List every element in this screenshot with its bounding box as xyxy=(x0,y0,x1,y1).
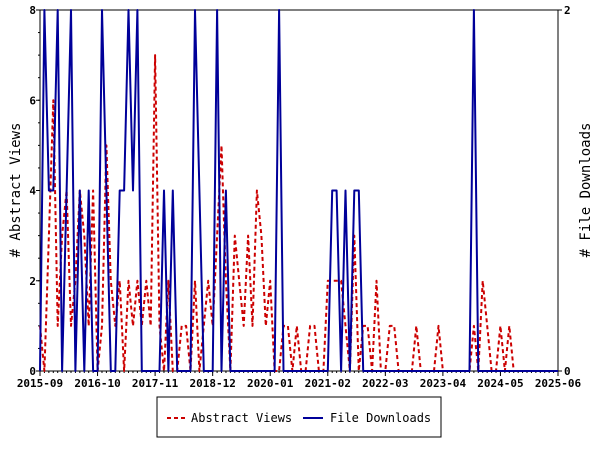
legend-label-abstract-views: Abstract Views xyxy=(191,411,292,425)
legend-label-file-downloads: File Downloads xyxy=(330,411,431,425)
y-right-tick-label: 2 xyxy=(564,4,571,17)
legend-box xyxy=(156,396,442,438)
x-tick-label: 2015-09 xyxy=(17,377,63,390)
x-tick-label: 2025-06 xyxy=(535,377,582,390)
series-layer xyxy=(39,9,558,372)
legend: Abstract Views File Downloads xyxy=(156,396,442,438)
x-tick-label: 2021-02 xyxy=(305,377,351,390)
y-axis-right: 02 xyxy=(558,4,571,378)
y-left-tick-label: 2 xyxy=(29,275,36,288)
series-line-abstract-views xyxy=(39,54,558,372)
y-right-tick-label: 0 xyxy=(564,365,571,378)
series-line-file-downloads xyxy=(39,9,558,372)
x-tick-label: 2018-12 xyxy=(189,377,235,390)
y-axis-left: 0 2 4 6 8 xyxy=(29,4,40,378)
x-tick-label: 2023-04 xyxy=(420,377,467,390)
y-left-tick-label: 0 xyxy=(29,365,36,378)
x-tick-label: 2016-10 xyxy=(74,377,120,390)
y-left-tick-label: 8 xyxy=(29,4,36,17)
x-tick-label: 2020-01 xyxy=(247,377,294,390)
x-tick-label: 2024-05 xyxy=(477,377,523,390)
y-left-tick-label: 6 xyxy=(29,94,36,107)
y-axis-right-title: # File Downloads xyxy=(578,123,594,258)
x-tick-label: 2022-03 xyxy=(362,377,408,390)
y-axis-left-title: # Abstract Views xyxy=(8,123,24,258)
x-tick-label: 2017-11 xyxy=(132,377,179,390)
y-left-tick-label: 4 xyxy=(29,185,36,198)
x-axis: 2015-09 2016-10 2017-11 2018-12 2020-01 2021-… xyxy=(17,371,582,390)
